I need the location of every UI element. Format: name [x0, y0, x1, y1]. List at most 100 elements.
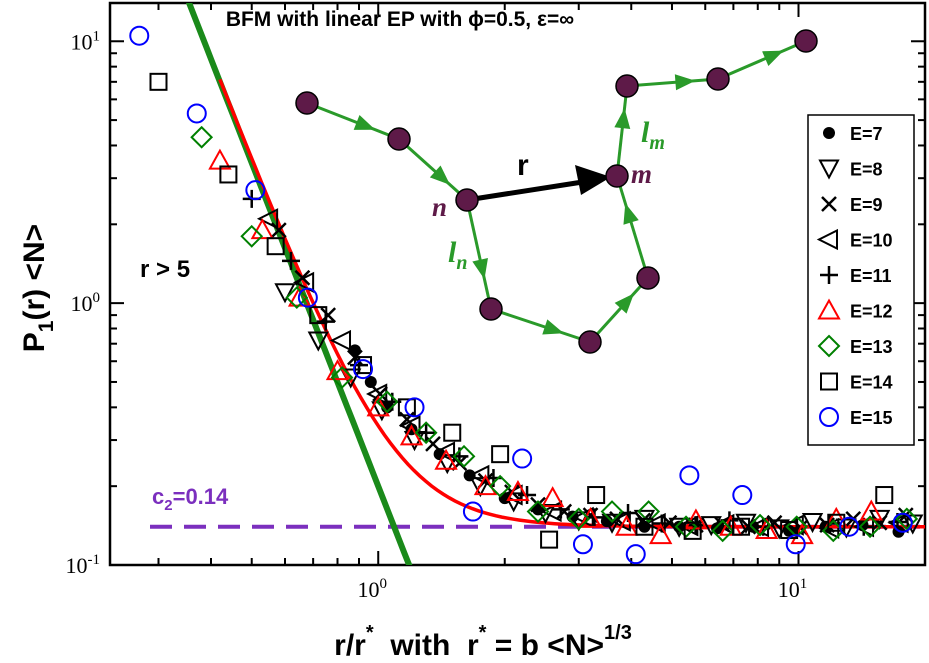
legend-label: E=15 — [850, 408, 893, 428]
data-point — [895, 507, 919, 531]
legend-marker — [820, 372, 838, 391]
data-point — [824, 506, 848, 528]
bond-arrowhead — [429, 165, 451, 185]
data-point — [292, 271, 315, 294]
monomer-bead — [479, 297, 503, 321]
legend-label: E=10 — [850, 231, 893, 251]
data-point — [700, 516, 722, 537]
bond-line — [717, 39, 807, 81]
data-point — [587, 486, 606, 505]
data-point — [732, 517, 751, 536]
data-point — [567, 507, 591, 531]
data-point — [414, 421, 438, 445]
data-point — [309, 306, 328, 325]
data-point — [452, 444, 476, 468]
bond-arrowhead — [472, 258, 488, 280]
legend-marker — [817, 298, 841, 320]
legend-label: E=13 — [850, 337, 893, 357]
data-point — [625, 544, 646, 565]
data-point — [240, 224, 264, 248]
bond-line — [626, 77, 719, 88]
legend: E=7 E=8 E=9 E=10 E=11 E=12 E=13 E=14 E=15 — [807, 114, 915, 446]
y-tick-label: 101 — [71, 28, 101, 54]
data-point — [614, 514, 639, 536]
data-point — [732, 485, 753, 506]
data-point — [801, 512, 824, 534]
series-e-14 — [149, 72, 894, 549]
reference-line-label: c2=0.14 — [152, 484, 229, 514]
monomer-bead — [706, 67, 730, 91]
series-e-12 — [208, 148, 883, 545]
bond-line — [588, 276, 650, 344]
legend-label: E=11 — [850, 266, 892, 286]
data-point — [875, 486, 894, 505]
data-point — [839, 516, 860, 537]
legend-label: E=14 — [850, 373, 893, 393]
data-point — [266, 237, 285, 256]
data-point — [534, 503, 557, 525]
data-point — [578, 506, 603, 528]
data-point — [281, 251, 300, 270]
data-point — [683, 521, 702, 540]
data-point — [350, 356, 369, 375]
data-point — [506, 479, 530, 502]
axis-ticks — [110, 3, 926, 566]
data-point — [637, 500, 661, 523]
data-point — [530, 496, 546, 513]
bond-arrowhead — [623, 203, 639, 225]
data-point — [635, 517, 654, 536]
data-point — [434, 448, 458, 470]
data-point — [129, 25, 150, 46]
data-point — [274, 283, 296, 304]
data-point — [285, 286, 309, 309]
data-point — [330, 366, 354, 389]
data-point — [468, 464, 490, 486]
legend-marker — [823, 127, 835, 139]
data-point — [512, 448, 533, 469]
data-point — [149, 72, 168, 91]
data-point — [711, 519, 735, 543]
inset-label-ln: ln — [448, 236, 467, 274]
monomer-bead — [615, 74, 639, 98]
data-markers — [129, 25, 924, 565]
r-vector-line — [466, 178, 590, 203]
r-vector-arrowhead — [575, 165, 611, 195]
data-point — [417, 423, 436, 442]
bond-line — [397, 137, 469, 202]
bond-arrowhead — [762, 50, 784, 66]
bond-line — [306, 101, 400, 141]
data-point — [375, 390, 399, 414]
chain-schematic — [295, 29, 818, 354]
x-tick-label: 101 — [778, 576, 808, 602]
data-point — [600, 500, 624, 523]
data-point — [469, 477, 492, 498]
legend-label: E=7 — [850, 124, 883, 144]
legend-marker — [817, 334, 841, 358]
power-law-fit-line — [185, 3, 413, 565]
plot-frame — [108, 1, 927, 567]
monomer-bead — [295, 91, 319, 115]
bond-arrowhead — [614, 293, 635, 314]
data-point — [652, 514, 671, 533]
data-point — [526, 500, 550, 523]
data-point — [648, 523, 673, 545]
x-tick-label: 100 — [357, 576, 387, 602]
data-point — [540, 530, 559, 549]
monomer-bead — [605, 164, 629, 188]
inset-label-n: n — [432, 192, 447, 222]
y-tick-label: 100 — [71, 290, 101, 316]
data-point — [353, 359, 374, 380]
chain-beads — [295, 29, 818, 354]
legend-marker — [819, 407, 839, 427]
data-point — [540, 486, 565, 508]
axis-tick-labels: 100 101 10-1 100 101 — [66, 28, 808, 602]
data-point — [748, 513, 772, 537]
data-point — [754, 517, 779, 540]
data-point — [462, 501, 483, 522]
chart-title: BFM with linear EP with ϕ=0.5, ε=∞ — [226, 8, 574, 31]
legend-label: E=8 — [850, 160, 883, 180]
data-point — [250, 218, 275, 240]
data-point — [307, 331, 329, 352]
data-point — [404, 397, 425, 418]
